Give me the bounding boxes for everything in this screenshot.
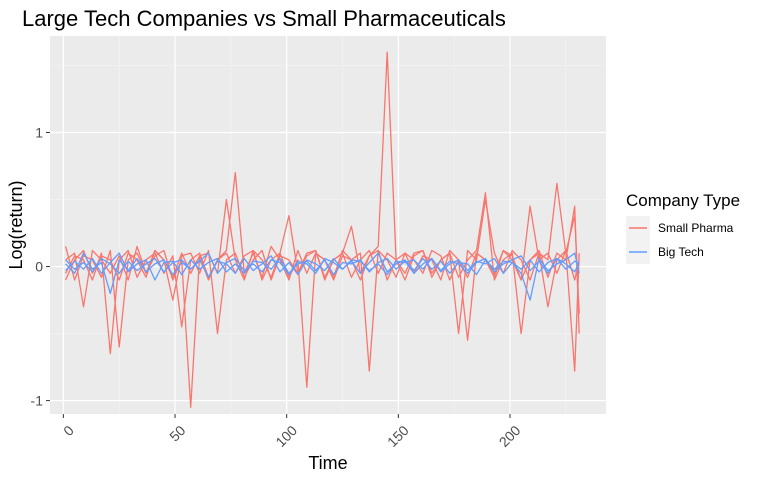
chart-title: Large Tech Companies vs Small Pharmaceut… — [22, 6, 506, 31]
y-axis-ticks: -1 0 1 — [31, 125, 50, 409]
series-line-5 — [65, 252, 580, 301]
legend: Company Type Small Pharma Big Tech — [626, 191, 740, 264]
x-axis-label: Time — [308, 453, 347, 473]
legend-label-big-tech: Big Tech — [658, 245, 704, 259]
x-tick-label: 150 — [384, 422, 412, 450]
y-tick-label: 1 — [35, 125, 43, 141]
y-tick-label: -1 — [31, 393, 44, 409]
y-tick-label: 0 — [35, 259, 43, 275]
series-line-7 — [65, 252, 580, 276]
series-line-6 — [65, 252, 580, 281]
series-line-3 — [64, 192, 580, 408]
x-axis-ticks: 0 50 100 150 200 — [60, 414, 524, 450]
x-tick-label: 100 — [272, 422, 300, 450]
series-lines — [64, 51, 580, 408]
x-tick-label: 0 — [60, 422, 77, 439]
plot-panel — [50, 36, 606, 414]
legend-title: Company Type — [626, 191, 740, 210]
x-tick-label: 50 — [166, 422, 188, 444]
legend-label-small-pharma: Small Pharma — [658, 221, 734, 235]
y-axis-label: Log(return) — [6, 180, 26, 269]
x-tick-label: 200 — [496, 422, 524, 450]
